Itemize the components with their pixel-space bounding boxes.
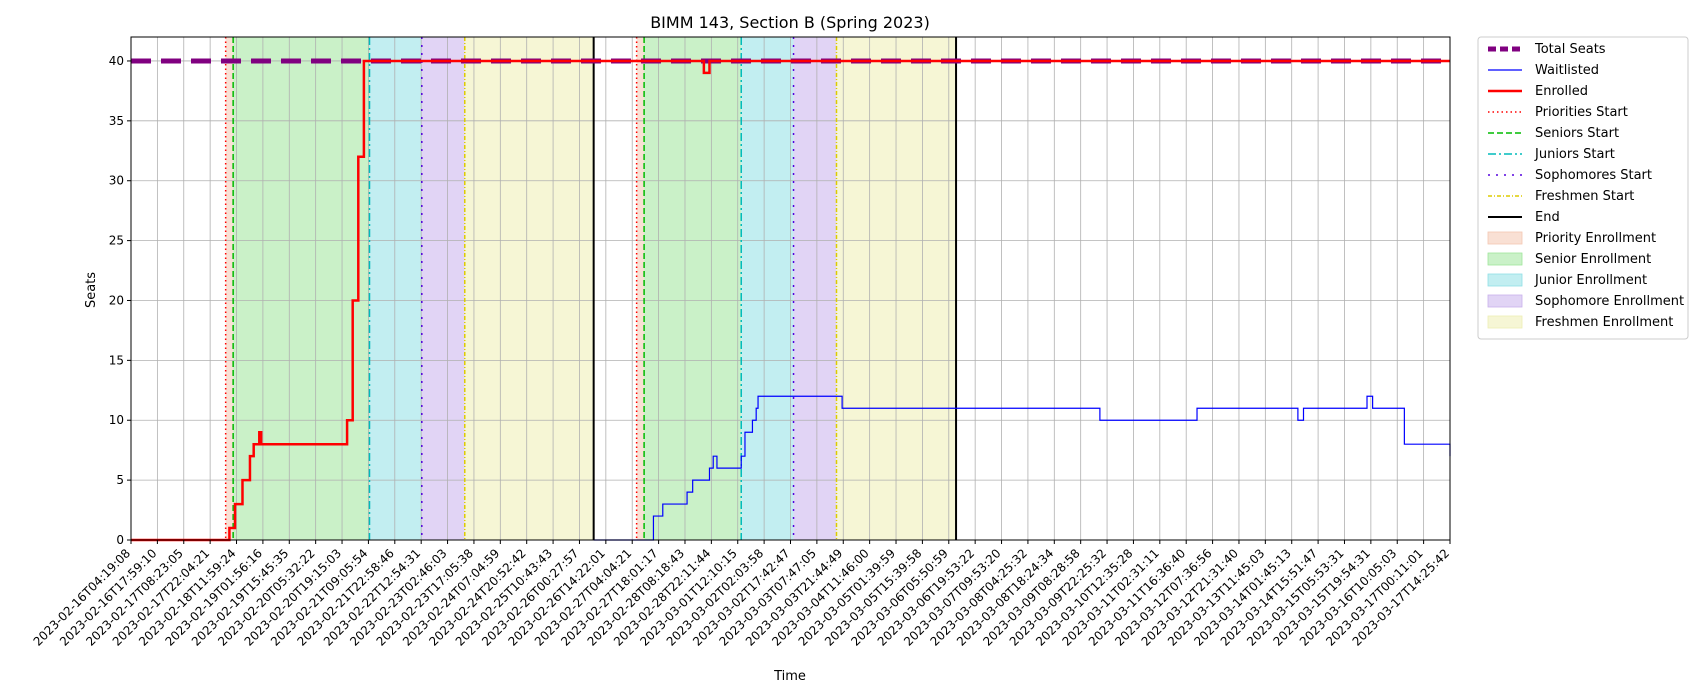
legend-label: Freshmen Start xyxy=(1535,189,1634,204)
series-line xyxy=(131,59,1450,542)
legend-swatch xyxy=(1487,273,1523,287)
plot-area: 05101520253035402023-02-16T04:19:082023-… xyxy=(31,36,1452,649)
legend-label: Total Seats xyxy=(1534,42,1606,57)
y-tick-label: 0 xyxy=(116,533,124,547)
period-band xyxy=(741,37,794,540)
y-tick-label: 15 xyxy=(109,353,124,367)
y-tick-label: 35 xyxy=(109,114,124,128)
legend-box xyxy=(1477,36,1689,340)
y-tick-label: 25 xyxy=(109,234,124,248)
legend-label: Seniors Start xyxy=(1535,126,1619,141)
legend-label: Waitlisted xyxy=(1535,63,1599,78)
legend-swatch xyxy=(1487,294,1523,308)
x-axis-title: Time xyxy=(773,669,806,684)
legend-label: Enrolled xyxy=(1535,84,1588,99)
legend-label: Sophomore Enrollment xyxy=(1535,294,1684,309)
chart-title: BIMM 143, Section B (Spring 2023) xyxy=(650,13,930,32)
legend-label: Juniors Start xyxy=(1534,147,1615,162)
legend-swatch xyxy=(1487,315,1523,329)
period-band xyxy=(793,37,837,540)
period-band xyxy=(464,37,594,540)
y-axis-title: Seats xyxy=(84,272,99,308)
period-band xyxy=(421,37,465,540)
period-band xyxy=(225,37,234,540)
legend-swatch xyxy=(1487,252,1523,266)
legend-label: Priorities Start xyxy=(1535,105,1628,120)
period-band xyxy=(636,37,645,540)
y-tick-label: 30 xyxy=(109,174,124,188)
legend-label: Priority Enrollment xyxy=(1535,231,1656,246)
period-band xyxy=(369,37,422,540)
period-band xyxy=(233,37,370,540)
legend-label: End xyxy=(1535,210,1560,225)
y-tick-label: 10 xyxy=(109,413,124,427)
legend-label: Sophomores Start xyxy=(1535,168,1652,183)
legend: Total Seats Waitlisted Enrolled Priorities … xyxy=(1477,36,1689,340)
series-line xyxy=(593,395,1451,541)
y-tick-label: 20 xyxy=(109,293,124,307)
legend-swatch xyxy=(1487,231,1523,245)
legend-label: Senior Enrollment xyxy=(1535,252,1651,267)
legend-label: Junior Enrollment xyxy=(1534,273,1647,288)
legend-label: Freshmen Enrollment xyxy=(1535,315,1673,330)
y-tick-label: 5 xyxy=(116,473,124,487)
y-tick-label: 40 xyxy=(109,54,124,68)
